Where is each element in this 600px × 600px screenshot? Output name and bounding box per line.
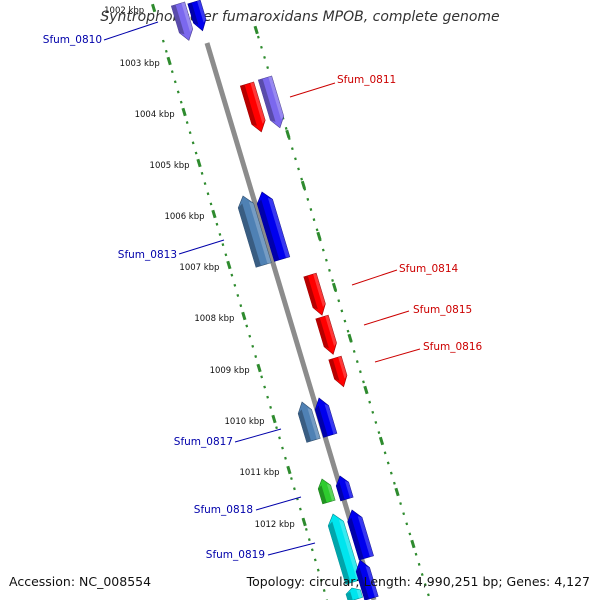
gene-sfum-0816[interactable] — [328, 355, 350, 388]
scale-tick-label: 1008 kbp — [194, 314, 234, 324]
strand-guide-line — [256, 35, 432, 600]
scale-tick — [181, 107, 187, 117]
scale-tick — [226, 260, 232, 270]
gene-sfum-0819-cyan[interactable] — [325, 512, 362, 585]
gene-label-leader — [103, 21, 159, 41]
scale-tick — [378, 436, 385, 446]
scale-tick-label: 1009 kbp — [210, 366, 250, 376]
gene-label-leader — [234, 428, 282, 443]
gene-label-leader — [363, 310, 410, 326]
gene-label-leader — [178, 239, 225, 255]
scale-tick-label: 1003 kbp — [120, 59, 160, 69]
gene-sfum-0813-steel[interactable] — [235, 194, 272, 268]
gene-sfum-0815[interactable] — [315, 314, 340, 356]
gene-label-sfum-0810[interactable]: Sfum_0810 — [43, 34, 102, 46]
scale-tick-label: 1005 kbp — [150, 161, 190, 171]
gene-sfum-0814[interactable] — [303, 272, 329, 317]
scale-tick — [151, 3, 157, 13]
gene-sfum-0821[interactable] — [345, 586, 364, 600]
gene-label-sfum-0815[interactable]: Sfum_0815 — [413, 304, 472, 316]
scale-tick — [301, 517, 307, 527]
gene-label-sfum-0816[interactable]: Sfum_0816 — [423, 341, 483, 353]
scale-tick — [347, 333, 353, 343]
scale-tick — [241, 311, 247, 321]
kbp-scale: 1002 kbp 1003 kbp 1004 kbp 1005 kbp 1006 kbp… — [104, 3, 416, 549]
strand-guide-dots — [161, 35, 432, 600]
scale-tick — [166, 56, 172, 66]
scale-tick — [285, 129, 291, 139]
gene-sfum-0817[interactable] — [312, 396, 338, 438]
scale-tick — [271, 414, 277, 424]
scale-tick-label: 1006 kbp — [164, 212, 204, 222]
scale-tick — [286, 465, 292, 475]
scale-tick — [394, 487, 400, 497]
scale-tick — [211, 209, 217, 219]
gene-sfum-0810[interactable] — [170, 1, 195, 42]
gene-sfum-0818[interactable] — [334, 474, 354, 502]
scale-tick — [316, 231, 322, 241]
gene-sfum-0819[interactable] — [345, 508, 374, 561]
scale-tick — [410, 539, 416, 549]
gene-sfum-0811-red[interactable] — [239, 81, 268, 134]
accession-text: Accession: NC_008554 — [9, 574, 152, 589]
genome-backbone — [204, 42, 377, 600]
gene-label-leader — [267, 542, 316, 556]
genome-summary-text: Topology: circular; Length: 4,990,251 bp… — [246, 574, 590, 589]
scale-tick — [331, 282, 338, 292]
gene-label-leader — [289, 82, 336, 98]
gene-label-sfum-0811[interactable]: Sfum_0811 — [337, 74, 396, 86]
gene-label-leader — [374, 348, 421, 363]
gene-labels: Sfum_0810 Sfum_0811 Sfum_0813 Sfum_0814 Sfum… — [43, 21, 483, 561]
scale-tick — [196, 158, 202, 168]
gene-label-sfum-0813[interactable]: Sfum_0813 — [118, 249, 177, 261]
scale-tick-label: 1012 kbp — [255, 520, 295, 530]
gene-label-leader — [255, 496, 302, 511]
gene-sfum-0818-green[interactable] — [316, 477, 336, 505]
gene-label-sfum-0817[interactable]: Sfum_0817 — [174, 436, 233, 448]
gene-label-leader — [351, 269, 398, 286]
scale-tick-label: 1011 kbp — [239, 468, 279, 478]
scale-tick-label: 1010 kbp — [225, 417, 265, 427]
scale-tick-label: 1004 kbp — [135, 110, 175, 120]
scale-tick — [256, 363, 262, 373]
gene-label-sfum-0819[interactable]: Sfum_0819 — [206, 549, 265, 561]
gene-label-sfum-0814[interactable]: Sfum_0814 — [399, 263, 459, 275]
scale-tick-label: 1002 kbp — [104, 6, 144, 16]
gene-sfum-0810b[interactable] — [187, 0, 209, 32]
gene-label-sfum-0818[interactable]: Sfum_0818 — [194, 504, 253, 516]
strand-guide-line — [161, 39, 329, 600]
gene-sfum-0811[interactable] — [257, 75, 286, 130]
gene-features — [170, 0, 379, 600]
scale-tick — [363, 385, 369, 395]
gene-sfum-0820[interactable] — [353, 558, 379, 600]
scale-tick-label: 1007 kbp — [179, 263, 219, 273]
gene-sfum-0813[interactable] — [254, 190, 291, 262]
gene-sfum-0817-steel[interactable] — [295, 400, 321, 443]
scale-tick — [253, 25, 259, 35]
scale-tick — [300, 180, 307, 190]
